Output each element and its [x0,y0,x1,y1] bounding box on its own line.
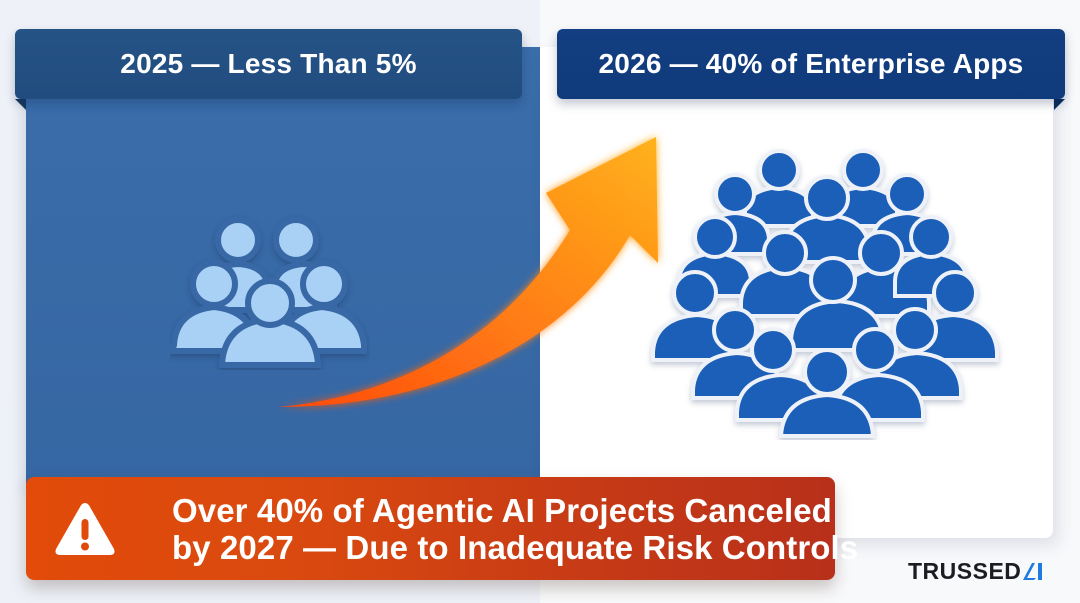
trussed-ai-mark-icon [1023,563,1043,580]
trussed-logo: TRUSSED [908,556,1044,586]
warning-text: Over 40% of Agentic AI Projects Canceled… [172,492,858,566]
growth-arrow-icon [278,137,658,407]
header-fold-right [1054,99,1065,110]
logo-text: TRUSSED [908,557,1022,584]
people-group-small-icon [170,217,367,368]
header-2026: 2026 — 40% of Enterprise Apps [557,29,1065,99]
header-fold-left [15,99,26,110]
warning-line-2: by 2027 — Due to Inadequate Risk Control… [172,528,859,566]
people-crowd-large-icon [651,149,999,438]
warning-triangle-icon [55,502,115,555]
header-2026-title: 2026 — 40% of Enterprise Apps [598,48,1024,79]
warning-banner: Over 40% of Agentic AI Projects Canceled… [26,477,858,580]
warning-line-1: Over 40% of Agentic AI Projects Canceled [172,491,832,529]
header-2025-title: 2025 — Less Than 5% [120,48,417,79]
header-2025: 2025 — Less Than 5% [15,29,522,99]
